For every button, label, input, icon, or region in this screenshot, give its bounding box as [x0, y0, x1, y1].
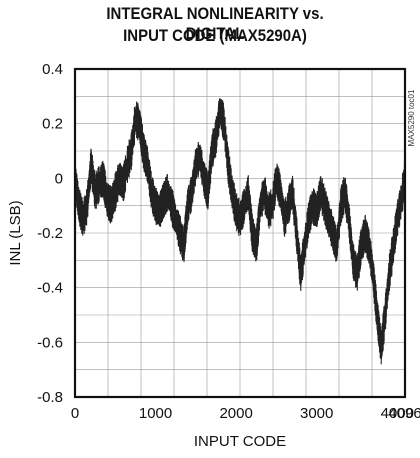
chart-title-line-2: INPUT CODE (MAX5290A) [123, 26, 307, 45]
x-tick-label: 4000 [381, 405, 414, 422]
y-tick-label: -0.2 [37, 225, 63, 242]
y-tick-label: -0.6 [37, 334, 63, 351]
inl-series-line [74, 109, 406, 348]
plot-frame [73, 67, 407, 399]
x-tick-label: 4096 [388, 405, 420, 422]
figure-id-label: MAX5290 toc01 [407, 89, 416, 146]
x-tick-label: 2000 [219, 405, 252, 422]
grid-lines [75, 69, 405, 397]
x-tick-label: 1000 [139, 405, 172, 422]
y-tick-label: -0.8 [37, 389, 63, 406]
y-tick-label: 0 [55, 170, 63, 187]
x-axis-label: INPUT CODE [194, 433, 286, 450]
y-tick-label: 0.2 [42, 116, 63, 133]
chart-title-line-1: INTEGRAL NONLINEARITY vs. DIGITAL [106, 4, 324, 43]
y-tick-labels: 0.4 0.2 0 -0.2 -0.4 -0.6 -0.8 [37, 61, 63, 406]
y-tick-label: -0.4 [37, 280, 63, 297]
x-tick-label: 0 [71, 405, 79, 422]
x-tick-label: 3000 [300, 405, 333, 422]
y-tick-label: 0.4 [42, 61, 63, 78]
y-axis-label: INL (LSB) [7, 200, 24, 265]
